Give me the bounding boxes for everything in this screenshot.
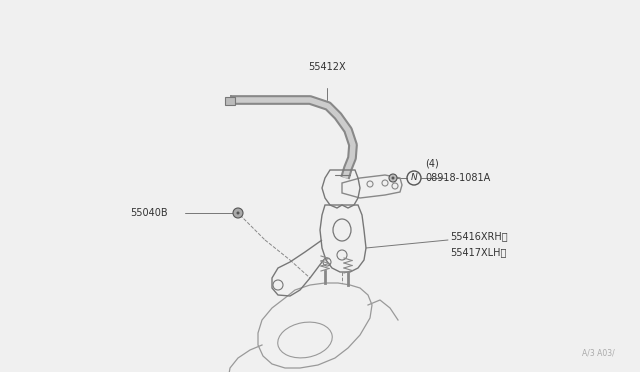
Text: 55040B: 55040B xyxy=(130,208,168,218)
Text: 55412X: 55412X xyxy=(308,62,346,72)
Circle shape xyxy=(237,212,239,215)
Text: 08918-1081A: 08918-1081A xyxy=(425,173,490,183)
Circle shape xyxy=(389,174,397,182)
Circle shape xyxy=(233,208,243,218)
Circle shape xyxy=(392,176,394,180)
Text: (4): (4) xyxy=(425,159,439,169)
Text: 55417XLH〉: 55417XLH〉 xyxy=(450,247,506,257)
Text: 55416XRH〉: 55416XRH〉 xyxy=(450,231,508,241)
Text: A/3 A03/: A/3 A03/ xyxy=(582,349,615,358)
Text: N: N xyxy=(411,173,417,183)
FancyBboxPatch shape xyxy=(225,97,235,105)
